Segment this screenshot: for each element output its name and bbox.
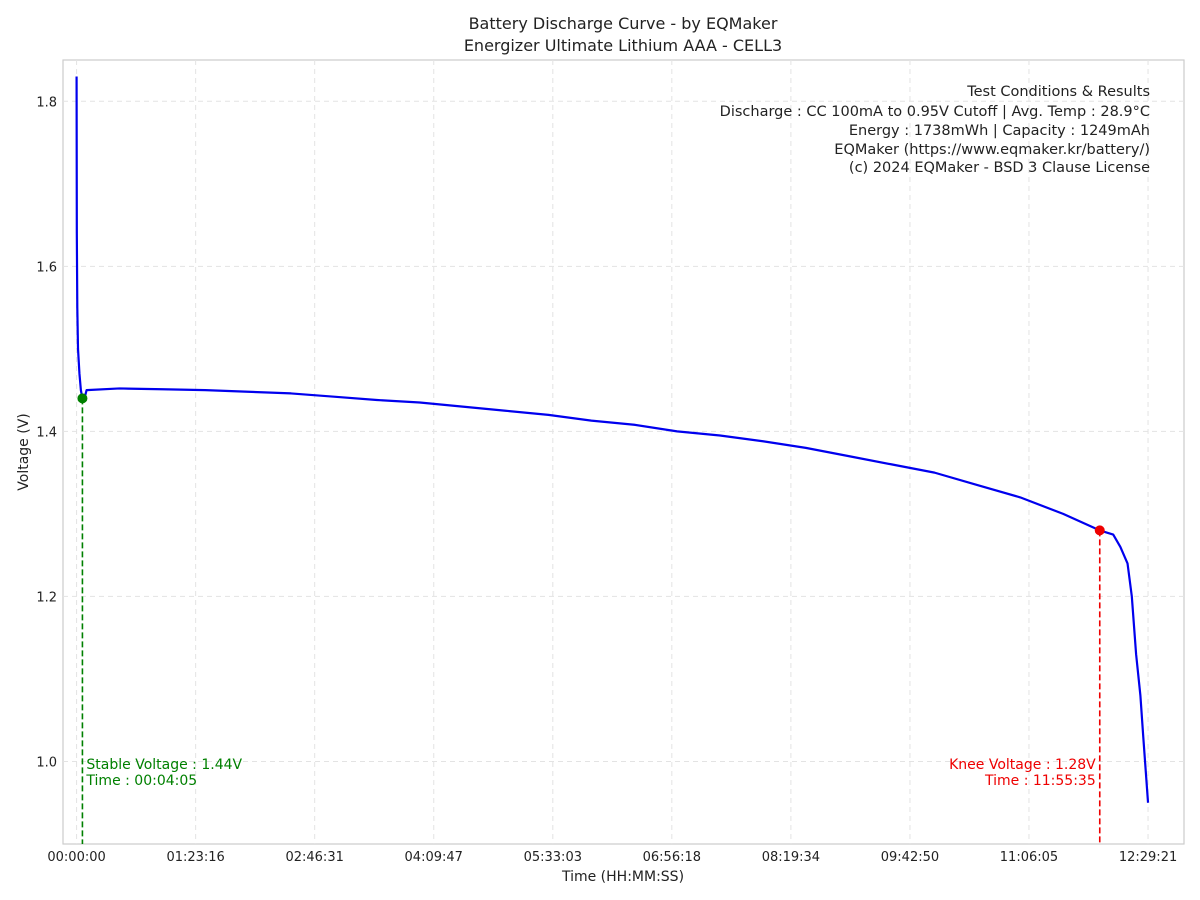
marker-label-time: Time : 00:04:05 [85,773,197,789]
y-tick-label: 1.4 [36,425,57,440]
annotation-line-4: EQMaker (https://www.eqmaker.kr/battery/… [834,142,1150,158]
x-tick-label: 00:00:00 [47,850,105,865]
x-tick-label: 09:42:50 [881,850,939,865]
x-tick-label: 02:46:31 [285,850,343,865]
y-axis-label: Voltage (V) [16,413,32,490]
chart-title: Battery Discharge Curve - by EQMaker [469,14,778,33]
marker-label-time: Time : 11:55:35 [984,773,1096,789]
x-tick-label: 05:33:03 [524,850,582,865]
y-tick-label: 1.2 [36,590,57,605]
y-tick-label: 1.8 [36,95,57,110]
y-axis-ticks: 1.0 1.2 1.4 1.6 1.8 [36,95,57,770]
marker-point [1094,525,1105,536]
x-axis-ticks: 00:00:00 01:23:16 02:46:31 04:09:47 05:33:03… [47,850,1177,865]
annotation-line-5: (c) 2024 EQMaker - BSD 3 Clause License [849,160,1150,176]
x-tick-label: 04:09:47 [405,850,463,865]
annotation-line-1: Test Conditions & Results [966,84,1150,100]
plot-area [62,59,1185,845]
x-tick-label: 06:56:18 [643,850,701,865]
x-tick-label: 12:29:21 [1119,850,1177,865]
marker-dot-layer [77,393,1105,536]
grid-lines [63,60,1184,844]
marker-label-voltage: Knee Voltage : 1.28V [949,757,1096,773]
x-tick-label: 08:19:34 [762,850,820,865]
x-tick-label: 01:23:16 [166,850,224,865]
x-axis-label: Time (HH:MM:SS) [561,869,684,885]
marker-label-voltage: Stable Voltage : 1.44V [86,757,242,773]
marker-point [77,393,88,404]
annotation-line-3: Energy : 1738mWh | Capacity : 1249mAh [849,123,1150,139]
annotation-line-2: Discharge : CC 100mA to 0.95V Cutoff | A… [720,104,1150,120]
chart-subtitle: Energizer Ultimate Lithium AAA - CELL3 [464,36,782,55]
y-tick-label: 1.0 [36,755,57,770]
x-tick-label: 11:06:05 [1000,850,1058,865]
test-conditions-annotation: Test Conditions & Results Discharge : CC… [720,84,1150,176]
y-tick-label: 1.6 [36,260,57,275]
